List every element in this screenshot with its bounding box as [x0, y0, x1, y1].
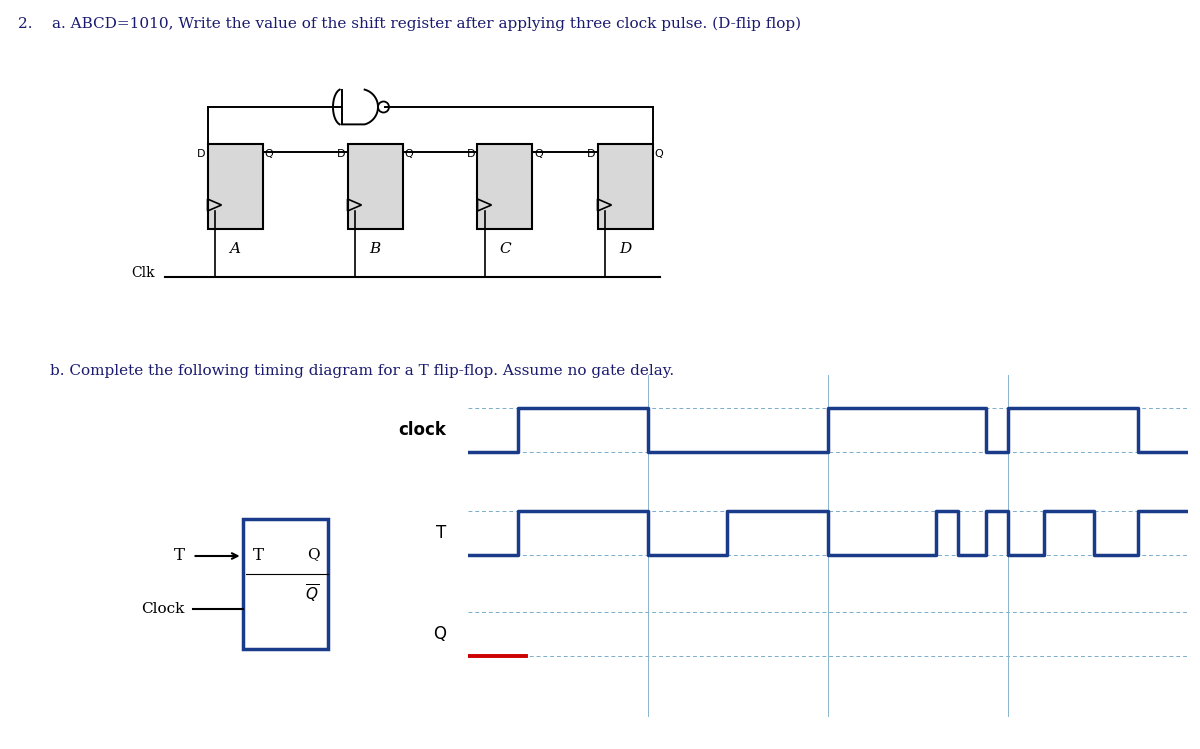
- Bar: [242, 519, 328, 649]
- Text: D: D: [619, 242, 631, 256]
- Bar: [208, 144, 263, 229]
- Bar: [478, 144, 533, 229]
- Text: A: A: [229, 242, 240, 256]
- Text: T: T: [252, 548, 264, 565]
- Text: Q: Q: [307, 547, 319, 561]
- Text: Q: Q: [433, 625, 446, 643]
- Text: Q: Q: [264, 149, 274, 159]
- Text: T: T: [174, 548, 185, 565]
- Text: Q: Q: [404, 149, 413, 159]
- Text: T: T: [436, 524, 446, 542]
- Text: clock: clock: [398, 420, 446, 438]
- Text: D: D: [587, 149, 595, 159]
- Text: C: C: [499, 242, 511, 256]
- Text: Clock: Clock: [142, 602, 185, 616]
- Text: D: D: [467, 149, 475, 159]
- Text: D: D: [197, 149, 205, 159]
- Text: Clk: Clk: [131, 266, 155, 280]
- Text: Q: Q: [534, 149, 544, 159]
- Text: Q: Q: [654, 149, 664, 159]
- Bar: [598, 144, 653, 229]
- Text: B: B: [370, 242, 380, 256]
- Text: b. Complete the following timing diagram for a T flip-flop. Assume no gate delay: b. Complete the following timing diagram…: [50, 364, 674, 378]
- Text: $\overline{Q}$: $\overline{Q}$: [306, 583, 319, 605]
- Bar: [348, 144, 402, 229]
- Text: D: D: [337, 149, 346, 159]
- Text: 2.    a. ABCD=1010, Write the value of the shift register after applying three c: 2. a. ABCD=1010, Write the value of the …: [18, 17, 802, 31]
